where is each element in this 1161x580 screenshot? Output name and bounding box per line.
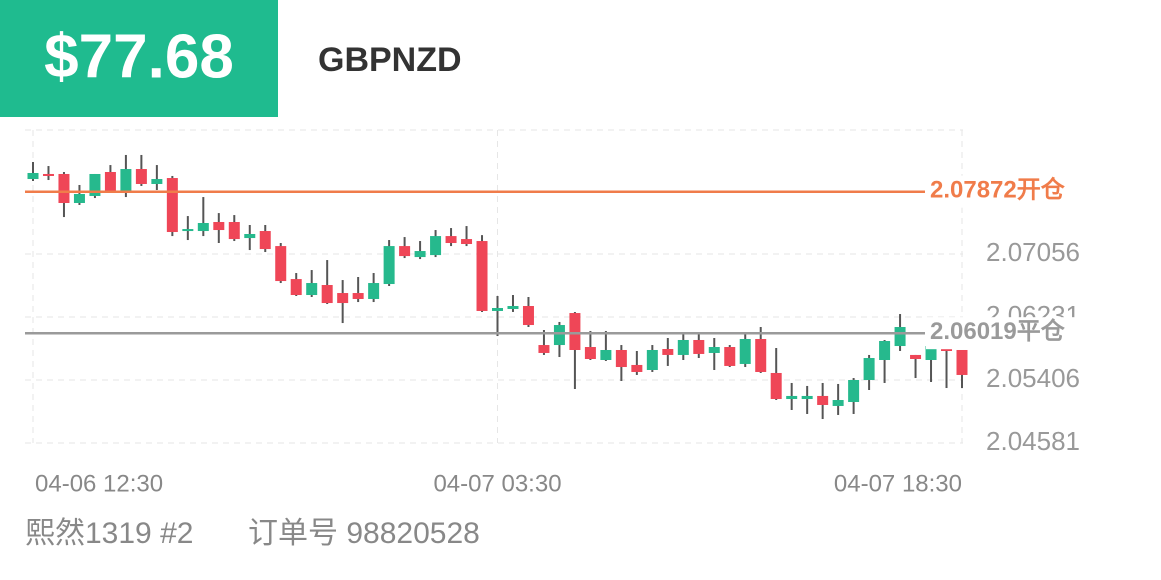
- candle-body: [848, 380, 860, 402]
- candle-body: [941, 349, 953, 352]
- candle-body: [337, 293, 349, 304]
- open-line-label: 2.07872开仓: [930, 176, 1066, 204]
- candle-body: [553, 325, 565, 346]
- x-tick-label: 04-07 18:30: [834, 470, 962, 497]
- candle-body: [89, 173, 101, 196]
- open-line-label-bg: [926, 175, 1086, 208]
- order-number: 订单号 98820528: [248, 517, 480, 550]
- x-tick-label: 04-06 12:30: [35, 470, 163, 497]
- close-line-tag: 平仓: [1017, 318, 1066, 346]
- candle-body: [476, 241, 488, 311]
- candle-body: [910, 354, 922, 360]
- candle-body: [724, 347, 736, 366]
- candle-body: [414, 251, 426, 258]
- candle-body: [461, 239, 473, 245]
- y-tick-label: 2.04581: [986, 426, 1080, 456]
- amount-badge: [0, 0, 278, 117]
- candle-body: [104, 171, 116, 193]
- candle-body: [151, 179, 163, 184]
- symbol: GBPNZD: [318, 41, 462, 79]
- candle-body: [646, 349, 658, 370]
- account: 熙然1319 #2: [25, 517, 193, 550]
- candle-body: [755, 338, 767, 372]
- candle-body: [863, 358, 875, 381]
- candle-body: [677, 339, 689, 355]
- candle-body: [213, 222, 225, 231]
- candle-body: [801, 395, 813, 400]
- y-tick-label: 2.05406: [986, 363, 1080, 393]
- candle-body: [306, 283, 318, 296]
- candle-body: [956, 349, 968, 375]
- candle-body: [662, 349, 674, 355]
- candle-body: [832, 400, 844, 406]
- candle-body: [120, 169, 132, 193]
- candle-body: [58, 173, 70, 204]
- candle-body: [135, 169, 147, 184]
- candle-body: [275, 246, 287, 282]
- candle-body: [879, 340, 891, 360]
- candle-body: [615, 349, 627, 368]
- close-line-value: 2.06019: [930, 319, 1017, 346]
- close-line-label: 2.06019平仓: [930, 318, 1066, 346]
- open-line-tag: 开仓: [1017, 176, 1066, 204]
- candle-body: [538, 345, 550, 353]
- amount: $77.68: [44, 22, 234, 91]
- candle-body: [228, 222, 240, 240]
- candle-body: [445, 236, 457, 244]
- candle-body: [786, 395, 798, 400]
- candle-body: [290, 279, 302, 296]
- candle-body: [584, 347, 596, 360]
- candle-body: [894, 327, 906, 347]
- candle-body: [492, 307, 503, 311]
- candle-body: [708, 347, 720, 353]
- candle-body: [182, 229, 194, 232]
- candle-body: [770, 372, 782, 400]
- candle-body: [73, 193, 85, 204]
- candle-body: [321, 285, 333, 304]
- candle-body: [42, 173, 54, 176]
- candle-body: [739, 338, 751, 364]
- x-tick-label: 04-07 03:30: [433, 470, 561, 497]
- candle-body: [383, 246, 395, 285]
- candle-body: [259, 231, 271, 250]
- candle-body: [352, 293, 364, 299]
- candle-body: [399, 246, 411, 257]
- candle-body: [244, 234, 256, 239]
- open-line-value: 2.07872: [930, 177, 1017, 204]
- candle-body: [693, 339, 705, 354]
- candle-body: [817, 395, 829, 405]
- candle-body: [166, 178, 178, 233]
- candle-body: [368, 283, 380, 299]
- candle-body: [569, 313, 581, 350]
- candle-body: [197, 223, 209, 232]
- candle-body: [27, 172, 39, 180]
- close-line-label-bg: [926, 317, 1086, 350]
- candle-body: [600, 349, 612, 360]
- candle-body: [507, 306, 519, 309]
- y-tick-label: 2.07056: [986, 237, 1080, 267]
- candle-body: [631, 364, 643, 372]
- candle-body: [925, 346, 937, 360]
- candle-body: [522, 306, 534, 326]
- candle-body: [430, 236, 442, 256]
